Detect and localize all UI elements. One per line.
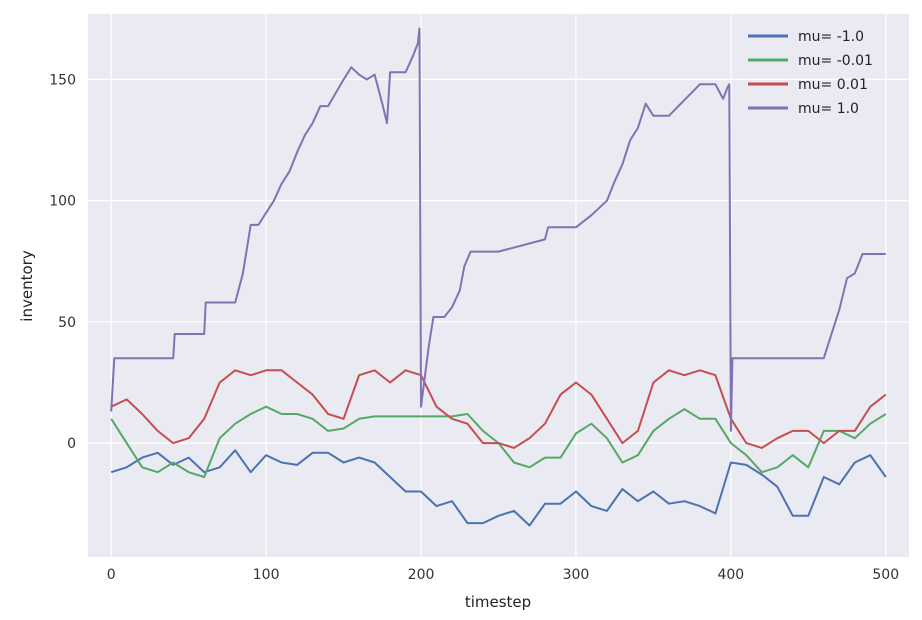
- series-layer: [110, 27, 887, 527]
- x-tick-label: 500: [872, 567, 899, 583]
- x-tick-label: 200: [408, 567, 435, 583]
- x-axis-label: timestep: [465, 593, 531, 611]
- y-tick-label: 100: [49, 194, 76, 210]
- x-tick-label: 0: [107, 567, 116, 583]
- y-tick-label: 0: [67, 436, 76, 452]
- series-line-0: [110, 449, 887, 527]
- x-tick-label: 300: [563, 567, 590, 583]
- legend-label-2: mu= 0.01: [798, 77, 868, 93]
- legend: mu= -1.0 mu= -0.01 mu= 0.01 mu= 1.0: [748, 29, 873, 117]
- x-tick-label: 400: [717, 567, 744, 583]
- legend-label-3: mu= 1.0: [798, 101, 859, 117]
- y-tick-label: 50: [58, 315, 76, 331]
- tick-layer: 0 100 200 300 400 500 0 50 100 150: [49, 72, 899, 583]
- legend-label-1: mu= -0.01: [798, 53, 873, 69]
- y-axis-label: inventory: [18, 250, 36, 322]
- legend-label-0: mu= -1.0: [798, 29, 864, 45]
- series-line-2: [110, 369, 887, 449]
- x-tick-label: 100: [253, 567, 280, 583]
- plot-area: [88, 14, 909, 557]
- y-tick-label: 150: [49, 72, 76, 88]
- series-line-3: [110, 27, 886, 432]
